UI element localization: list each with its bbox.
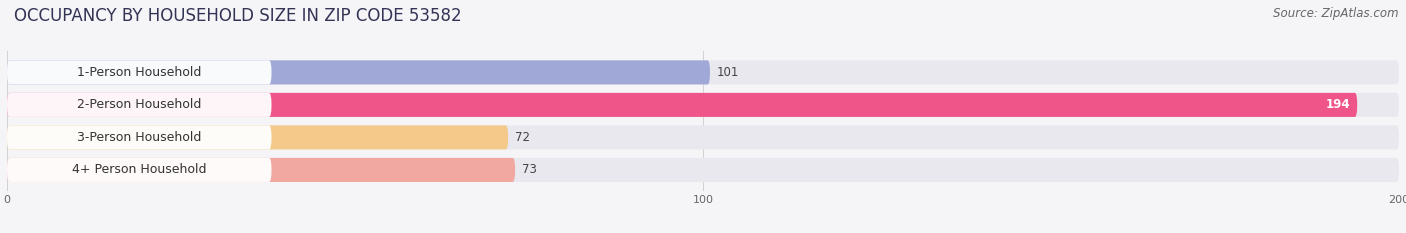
Text: 72: 72: [515, 131, 530, 144]
FancyBboxPatch shape: [7, 125, 1399, 149]
FancyBboxPatch shape: [7, 125, 508, 149]
FancyBboxPatch shape: [7, 93, 1357, 117]
Text: 2-Person Household: 2-Person Household: [77, 98, 201, 111]
FancyBboxPatch shape: [7, 60, 1399, 84]
Text: 4+ Person Household: 4+ Person Household: [72, 163, 207, 176]
FancyBboxPatch shape: [7, 60, 710, 84]
Text: 194: 194: [1326, 98, 1350, 111]
Text: 73: 73: [522, 163, 537, 176]
FancyBboxPatch shape: [7, 158, 1399, 182]
Text: OCCUPANCY BY HOUSEHOLD SIZE IN ZIP CODE 53582: OCCUPANCY BY HOUSEHOLD SIZE IN ZIP CODE …: [14, 7, 461, 25]
Text: 3-Person Household: 3-Person Household: [77, 131, 201, 144]
Text: Source: ZipAtlas.com: Source: ZipAtlas.com: [1274, 7, 1399, 20]
FancyBboxPatch shape: [7, 93, 1399, 117]
FancyBboxPatch shape: [7, 60, 271, 84]
FancyBboxPatch shape: [7, 158, 271, 182]
Text: 101: 101: [717, 66, 740, 79]
FancyBboxPatch shape: [7, 93, 271, 117]
FancyBboxPatch shape: [7, 158, 515, 182]
Text: 1-Person Household: 1-Person Household: [77, 66, 201, 79]
FancyBboxPatch shape: [7, 125, 271, 149]
